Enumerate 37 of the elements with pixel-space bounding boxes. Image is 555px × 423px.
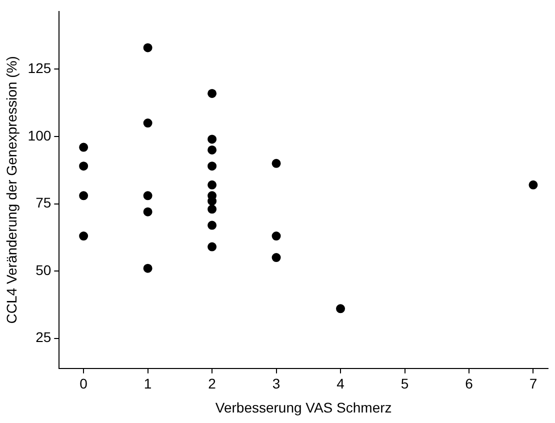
point — [208, 180, 217, 190]
x-axis-title: Verbesserung VAS Schmerz — [215, 399, 392, 416]
point — [272, 253, 281, 262]
x-tick-label: 6 — [465, 376, 474, 392]
y-tick-label: 50 — [36, 262, 52, 278]
y-tick-label: 100 — [28, 127, 52, 144]
point — [272, 158, 281, 168]
point — [208, 220, 217, 230]
y-tick-label: 25 — [36, 329, 52, 346]
x-tick-label: 1 — [144, 376, 152, 392]
point — [208, 88, 217, 98]
y-axis-title: CCL4 Veränderung der Genexpression (%) — [3, 56, 20, 324]
x-tick-label: 2 — [208, 376, 216, 392]
point — [79, 162, 88, 171]
point — [79, 232, 88, 241]
x-tick-label: 5 — [400, 376, 409, 392]
point — [208, 145, 217, 154]
point — [336, 304, 346, 314]
point — [143, 118, 152, 128]
x-tick-label: 4 — [336, 376, 345, 392]
x-tick-label: 7 — [529, 376, 538, 392]
point — [528, 180, 538, 190]
point — [143, 43, 152, 52]
x-tick-label: 0 — [80, 376, 88, 392]
point — [79, 142, 88, 152]
point — [143, 207, 152, 216]
point — [208, 134, 217, 144]
point — [143, 264, 152, 273]
point — [208, 204, 217, 214]
y-tick-label: 125 — [28, 60, 52, 76]
y-tick-label: 75 — [36, 194, 52, 211]
x-tick-label: 3 — [272, 376, 280, 392]
point — [143, 191, 152, 200]
point — [208, 162, 217, 171]
point — [208, 242, 217, 252]
point — [272, 232, 281, 241]
point — [79, 191, 88, 200]
